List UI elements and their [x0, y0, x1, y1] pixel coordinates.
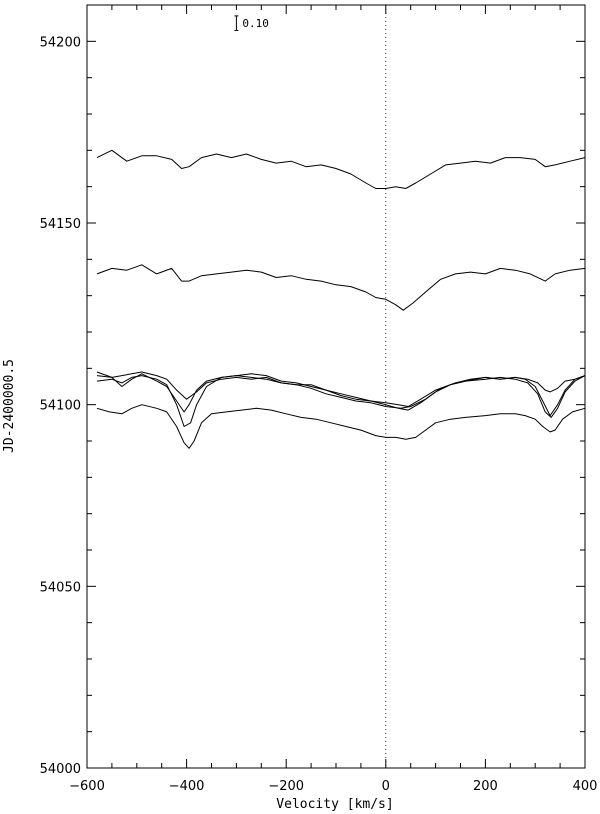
minor-ticks: [87, 4, 585, 768]
x-tick-label: −400: [169, 779, 205, 794]
spectrum-line-3: [96, 373, 586, 417]
spectra-series: [96, 149, 586, 449]
spectrum-line-5: [96, 371, 586, 407]
scale-bar: 0.10: [234, 15, 269, 31]
y-tick-labels: 54000 54050 54100 54150 54200: [40, 35, 81, 777]
y-tick-label: 54050: [40, 580, 81, 595]
x-tick-label: 200: [473, 779, 498, 794]
y-tick-label: 54000: [40, 762, 81, 777]
x-axis-label: Velocity [km/s]: [276, 797, 393, 812]
y-tick-label: 54100: [40, 399, 81, 414]
x-tick-label: 400: [573, 779, 598, 794]
x-tick-labels: −600 −400 −200 0 200 400: [69, 779, 597, 794]
y-tick-label: 54200: [40, 35, 81, 50]
y-tick-label: 54150: [40, 217, 81, 232]
scale-bar-label: 0.10: [242, 17, 269, 30]
x-tick-label: −600: [69, 779, 105, 794]
x-tick-label: −200: [268, 779, 304, 794]
spectrum-line-4: [96, 373, 586, 427]
y-axis-label: JD-2400000.5: [2, 359, 17, 453]
plot-frame: [86, 4, 586, 769]
major-ticks: [86, 5, 586, 769]
spectrum-line-1: [96, 149, 586, 189]
spectrum-line-6: [96, 404, 586, 449]
x-tick-label: 0: [382, 779, 390, 794]
spectrum-line-2: [96, 264, 586, 311]
